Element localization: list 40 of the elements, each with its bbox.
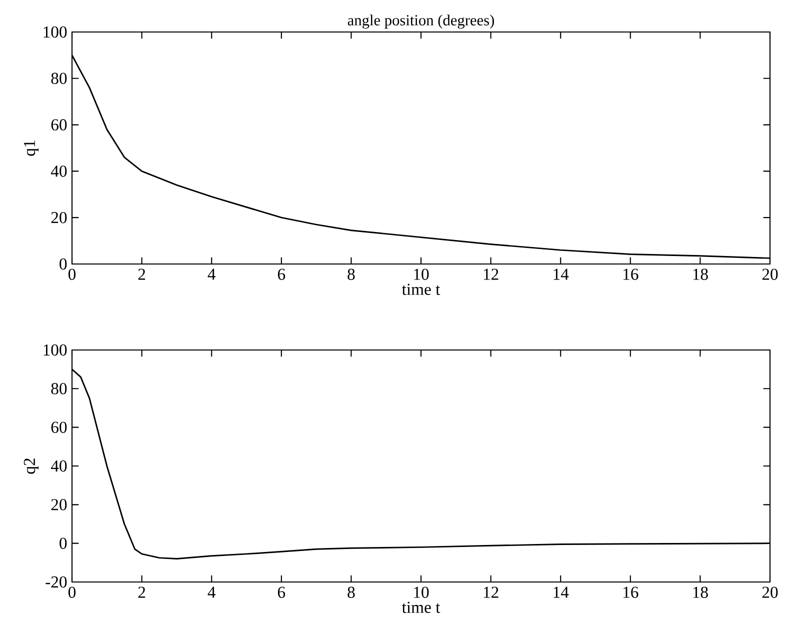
- x-tick-label: 2: [138, 586, 146, 598]
- x-tick-label: 4: [208, 268, 216, 280]
- x-axis-title: time t: [402, 284, 440, 295]
- y-tick-label: 60: [51, 119, 67, 130]
- x-tick-label: 18: [693, 586, 708, 598]
- x-tick-label: 16: [624, 586, 638, 598]
- y-tick-label: 40: [50, 460, 67, 472]
- chart-title: angle position (degrees): [348, 14, 494, 29]
- y-tick-label: 40: [50, 166, 67, 177]
- y-tick-label: 80: [51, 72, 67, 84]
- x-axis-title: time t: [402, 602, 440, 613]
- x-tick-label: 4: [208, 586, 216, 598]
- x-tick-label: 14: [554, 586, 569, 598]
- y-tick-label: 80: [51, 383, 67, 394]
- x-tick-label: 20: [762, 586, 778, 598]
- y-tick-label: -20: [46, 576, 67, 588]
- y-tick-label: 100: [44, 26, 67, 38]
- x-tick-label: 6: [278, 586, 286, 598]
- x-tick-label: 2: [138, 268, 146, 280]
- x-tick-label: 12: [484, 268, 498, 280]
- x-tick-label: 6: [278, 268, 286, 280]
- x-tick-label: 18: [693, 268, 708, 280]
- x-tick-label: 0: [68, 268, 76, 280]
- x-tick-label: 14: [554, 268, 569, 280]
- y-axis-title: q1: [24, 140, 38, 156]
- x-tick-label: 20: [762, 268, 778, 280]
- x-tick-label: 10: [414, 586, 429, 598]
- x-tick-label: 8: [348, 586, 355, 598]
- x-tick-label: 8: [348, 268, 355, 280]
- y-axis-title: q2: [24, 458, 38, 474]
- y-tick-label: 60: [51, 422, 67, 433]
- y-tick-label: 0: [60, 258, 67, 270]
- x-tick-label: 16: [624, 268, 638, 280]
- y-tick-label: 20: [51, 499, 67, 510]
- y-tick-label: 0: [60, 538, 67, 549]
- y-tick-label: 100: [44, 344, 67, 356]
- x-tick-label: 12: [484, 586, 498, 598]
- x-tick-label: 10: [414, 268, 429, 280]
- x-tick-label: 0: [68, 586, 76, 598]
- y-tick-label: 20: [51, 212, 67, 224]
